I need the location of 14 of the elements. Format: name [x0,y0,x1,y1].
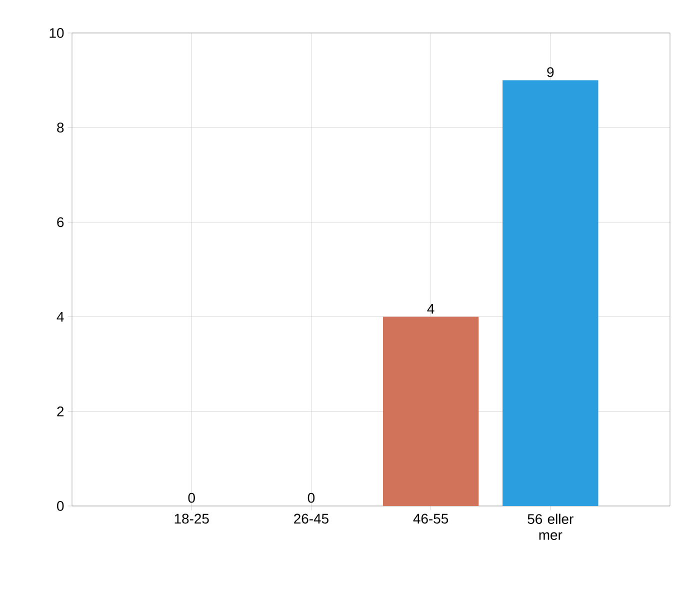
y-tick-label: 0 [57,501,64,511]
data-label: 0 [308,492,315,503]
data-label: 9 [547,67,554,78]
y-tick-label: 4 [56,312,64,322]
x-tick-label: 18-25 [174,514,209,524]
y-tick-label: 6 [57,217,64,228]
y-tick-label: 2 [57,406,64,416]
x-tick-label: 46-55 [413,514,448,524]
data-label: 0 [188,492,195,503]
y-tick-label: 8 [57,122,64,133]
data-label: 4 [427,304,434,314]
x-tick-label: 56 eller mer [528,514,574,540]
y-tick-label: 10 [50,28,64,38]
x-tick-label: 26-45 [294,514,328,524]
